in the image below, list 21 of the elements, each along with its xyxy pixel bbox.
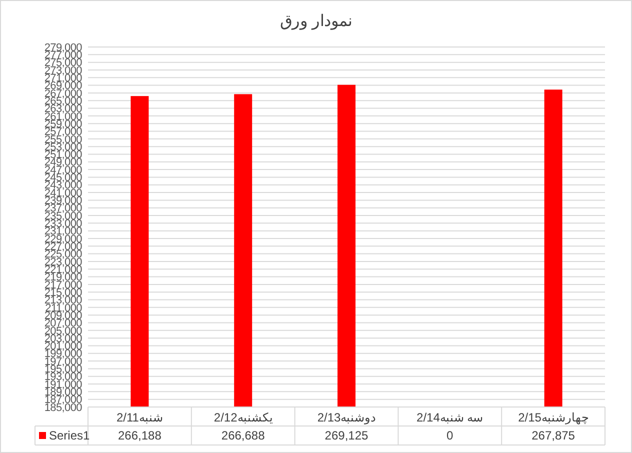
y-tick-label: 205,000 [44,325,82,338]
x-tick-label: چهارشنبه2/15 [518,410,588,425]
text: 0 [446,428,454,443]
y-tick-label: 185,000 [44,402,82,414]
x-tick-label: دوشنبه2/13 [317,410,376,425]
y-tick-label: 191,000 [44,378,82,391]
legend-label: Series1 [49,428,90,443]
y-tick-label: 223,000 [44,256,82,268]
y-tick-label: 247,000 [44,164,82,176]
data-label: 269,125 [324,428,369,443]
y-tick-label: 197,000 [44,356,82,368]
y-tick-label: 279,000 [44,42,82,54]
x-tick-label: سه شنبه2/14 [416,410,484,425]
y-tick-label: 241,000 [44,187,82,200]
chart-title: نمودار ورق [280,13,352,30]
data-label: 266,688 [221,428,266,443]
y-tick-label: 235,000 [44,210,82,222]
data-label: 266,188 [118,428,162,443]
x-tick-label: یکشنبه2/12 [214,410,272,425]
data-label: 267,875 [532,428,576,443]
x-tick-label: شنبه2/11 [116,410,163,425]
